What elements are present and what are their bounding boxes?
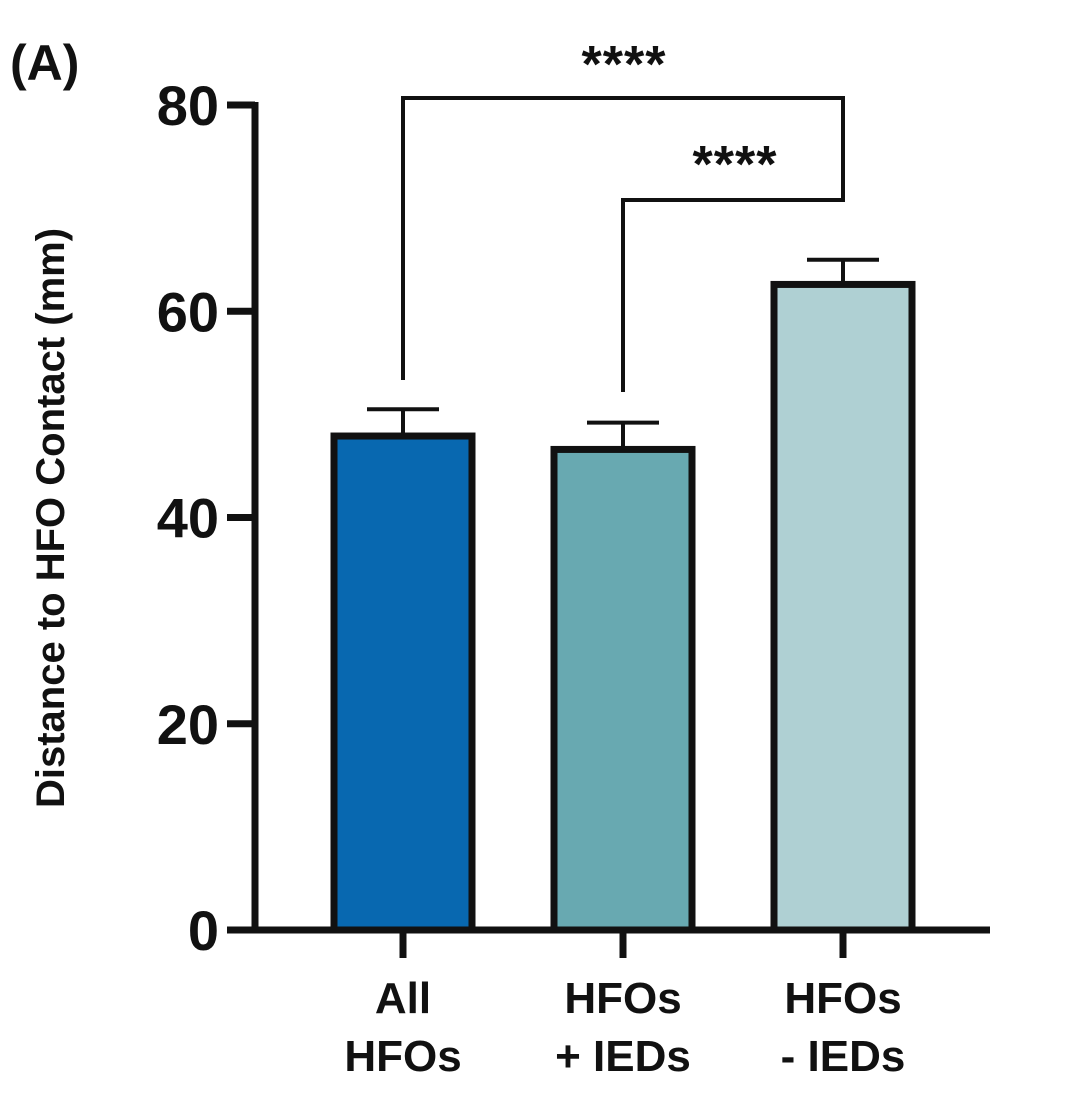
- y-tick-label: 20: [157, 693, 219, 756]
- significance-bracket: [621, 172, 845, 392]
- y-tick-label: 80: [157, 74, 219, 137]
- y-tick-label: 40: [157, 487, 219, 550]
- bar: [550, 445, 696, 934]
- significance-label: ****: [693, 136, 778, 194]
- x-tick-label: + IEDs: [555, 1032, 691, 1081]
- x-tick-label: HFOs: [344, 1032, 461, 1081]
- y-tick-label: 60: [157, 280, 219, 343]
- x-tick-label: HFOs: [564, 974, 681, 1023]
- bar: [770, 280, 916, 934]
- panel-label: (A): [10, 35, 80, 91]
- significance-label: ****: [582, 36, 667, 94]
- significance-bracket: [401, 96, 845, 380]
- x-tick-label: All: [375, 974, 431, 1023]
- x-tick-label: HFOs: [784, 974, 901, 1023]
- y-tick-label: 0: [188, 899, 219, 962]
- y-axis-title: Distance to HFO Contact (mm): [29, 228, 73, 808]
- x-tick-label: - IEDs: [781, 1032, 906, 1081]
- bar: [330, 432, 476, 934]
